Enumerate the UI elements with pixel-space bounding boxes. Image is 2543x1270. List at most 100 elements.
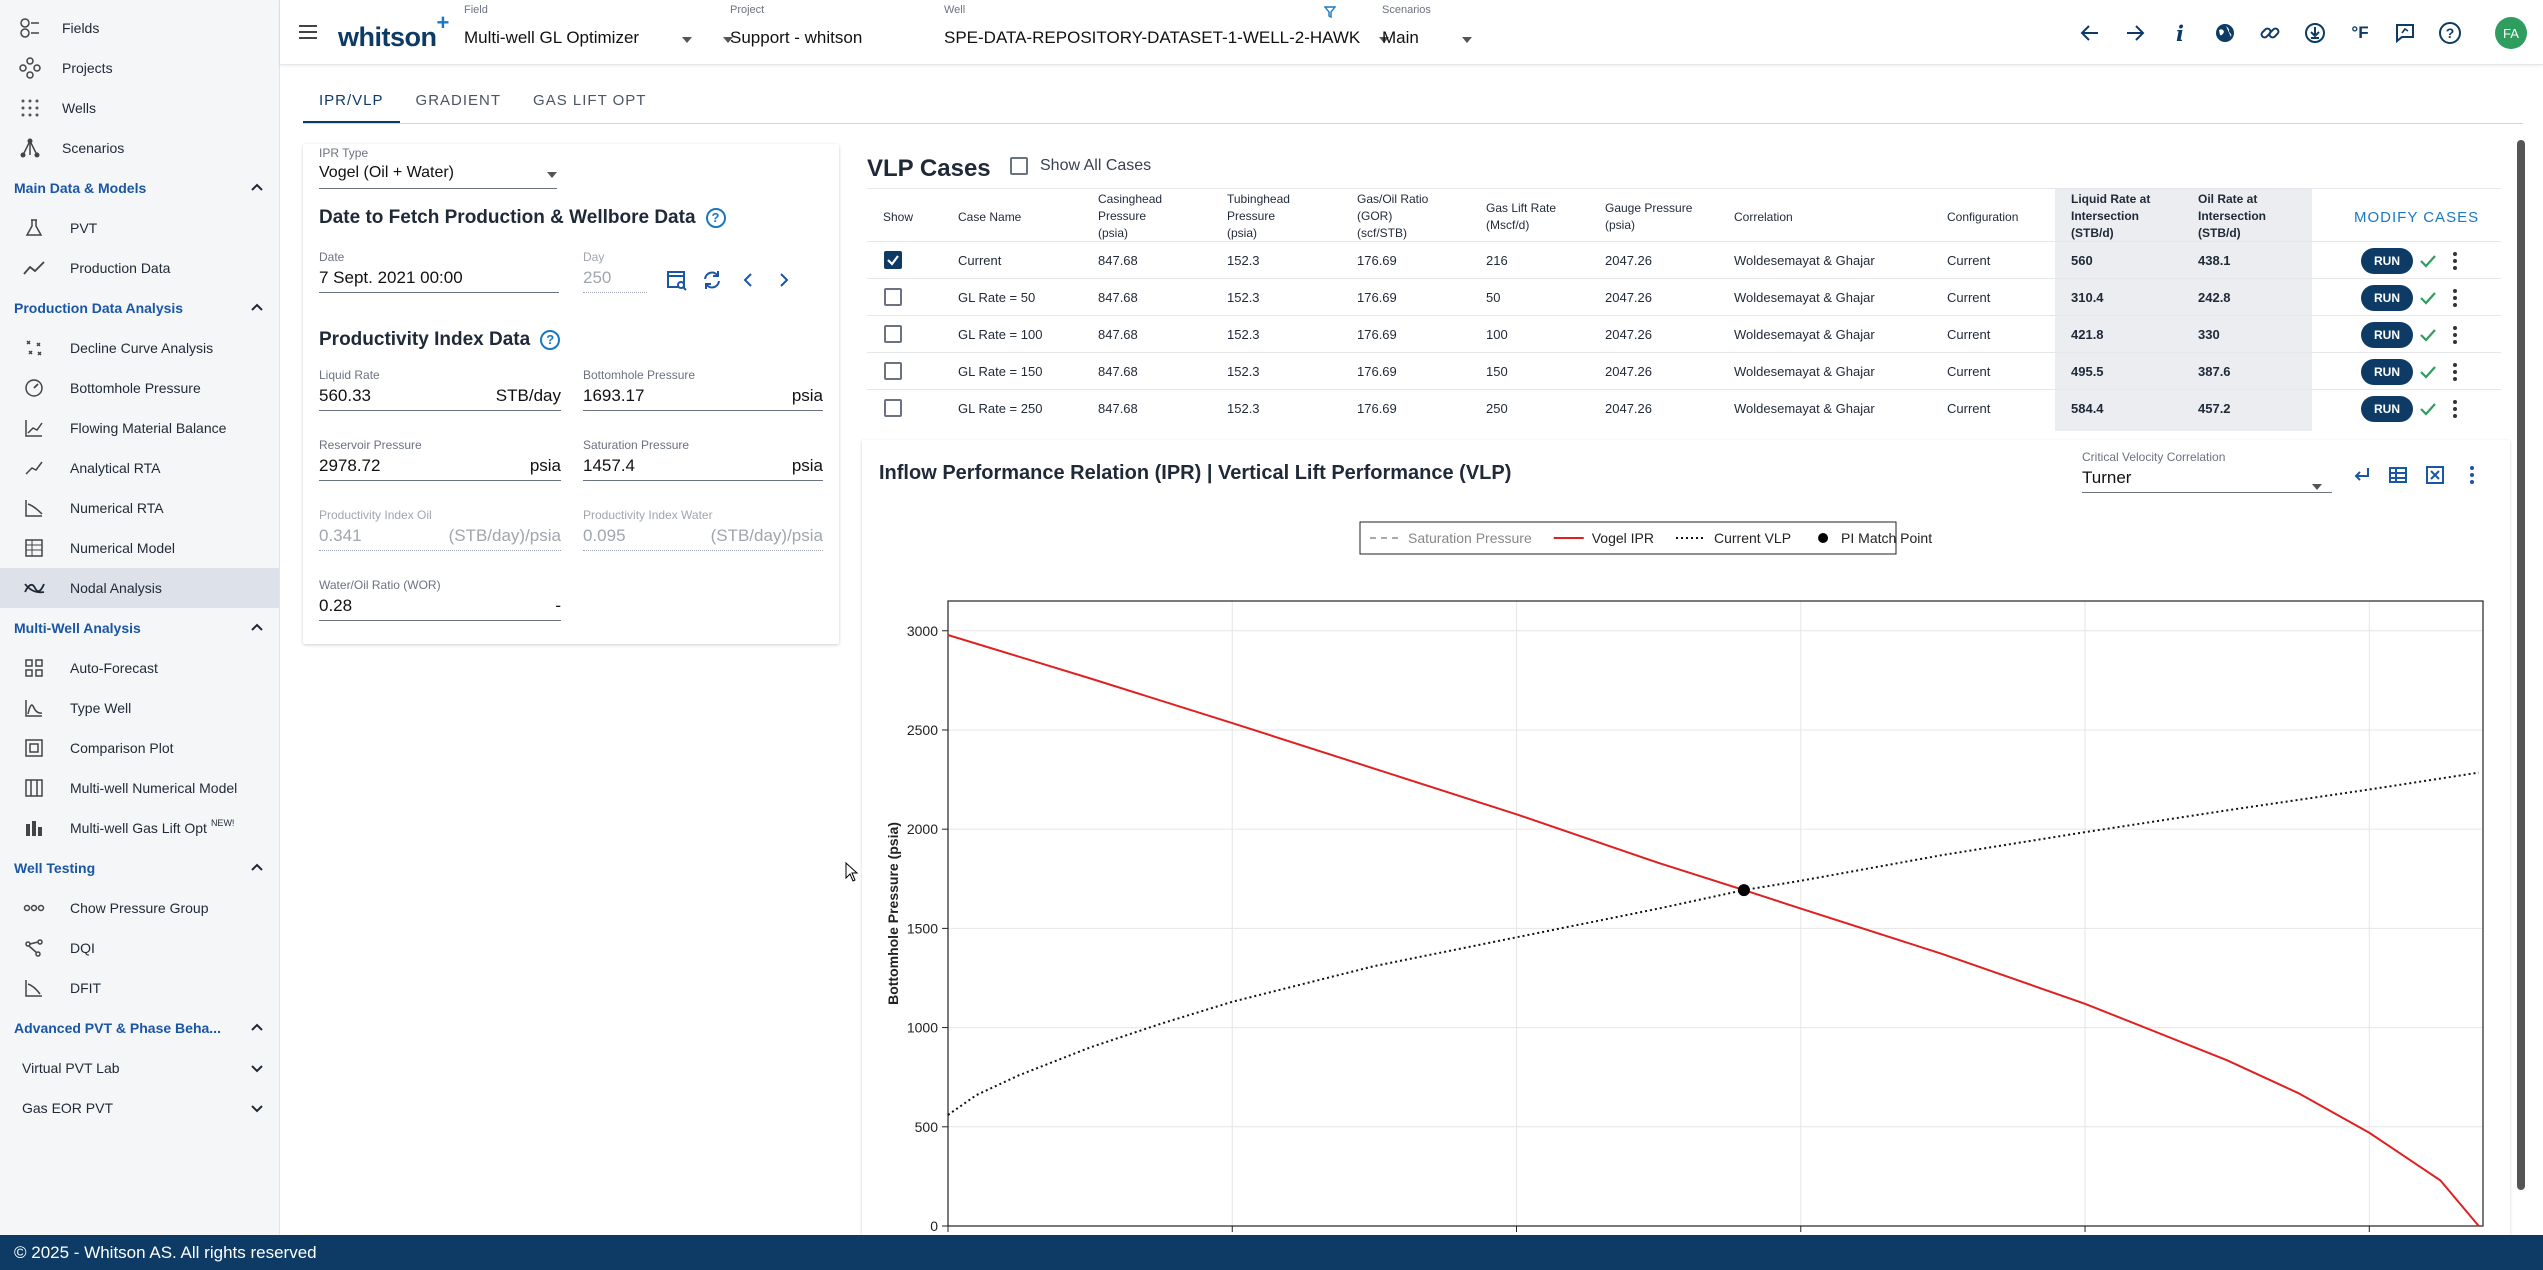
sidebar-item-type-well[interactable]: Type Well xyxy=(0,688,279,728)
field-select[interactable]: Field Multi-well GL Optimizer xyxy=(464,4,692,60)
more-vert-icon[interactable] xyxy=(2452,288,2458,308)
header-line: (psia) xyxy=(1227,226,1258,240)
help-icon[interactable]: ? xyxy=(705,207,726,228)
tab-ipr-vlp[interactable]: IPR/VLP xyxy=(303,80,400,124)
well-select[interactable]: Well SPE-DATA-REPOSITORY-DATASET-1-WELL-… xyxy=(944,4,1389,60)
help-icon[interactable]: ? xyxy=(2437,20,2463,46)
globe-icon[interactable] xyxy=(2212,20,2238,46)
sidebar-item-auto-forecast[interactable]: Auto-Forecast xyxy=(0,648,279,688)
calendar-search-icon[interactable] xyxy=(666,269,688,291)
section-main-data[interactable]: Main Data & Models xyxy=(0,168,279,208)
sidebar-item-production-data[interactable]: Production Data xyxy=(0,248,279,288)
more-vert-icon[interactable] xyxy=(2452,362,2458,382)
cell-case: GL Rate = 50 xyxy=(958,290,1036,305)
return-icon[interactable] xyxy=(2349,462,2375,488)
ipr-type-select[interactable]: IPR Type Vogel (Oil + Water) xyxy=(319,146,557,189)
section-well-testing[interactable]: Well Testing xyxy=(0,848,279,888)
cell-oil: 438.1 xyxy=(2198,253,2231,268)
sidebar-item-virtual-pvt-lab[interactable]: Virtual PVT Lab xyxy=(0,1048,279,1088)
bottomhole-pressure-field[interactable]: Bottomhole Pressure 1693.17 psia xyxy=(583,368,823,411)
run-button[interactable]: RUN xyxy=(2361,396,2413,422)
fahrenheit-icon[interactable]: °F xyxy=(2351,23,2369,42)
sidebar-item-nodal-analysis[interactable]: Nodal Analysis xyxy=(0,568,279,608)
run-button[interactable]: RUN xyxy=(2361,322,2413,348)
menu-icon[interactable] xyxy=(296,20,320,44)
cvc-label: Critical Velocity Correlation xyxy=(2082,450,2226,464)
tab-gas-lift-opt[interactable]: GAS LIFT OPT xyxy=(533,92,647,109)
sidebar-item-decline-curve-analysis[interactable]: Decline Curve Analysis xyxy=(0,328,279,368)
run-button[interactable]: RUN xyxy=(2361,248,2413,274)
row-show-checkbox[interactable] xyxy=(884,362,902,380)
sidebar-item-gas-eor-pvt[interactable]: Gas EOR PVT xyxy=(0,1088,279,1128)
area-chart-icon xyxy=(22,496,46,520)
checkbox[interactable] xyxy=(1010,157,1028,175)
sidebar-item-fields[interactable]: Fields xyxy=(0,8,279,48)
arrow-left-icon[interactable] xyxy=(2077,20,2103,46)
row-show-checkbox[interactable] xyxy=(884,251,902,269)
tab-gradient[interactable]: GRADIENT xyxy=(415,92,502,109)
cell-oil: 387.6 xyxy=(2198,364,2231,379)
sidebar-item-multi-well-gas-lift-opt[interactable]: Multi-well Gas Lift Opt NEW! xyxy=(0,808,279,848)
sidebar-item-numerical-model[interactable]: Numerical Model xyxy=(0,528,279,568)
feedback-icon[interactable] xyxy=(2392,20,2418,46)
scenario-select[interactable]: Scenarios Main xyxy=(1382,4,1472,60)
link-icon[interactable] xyxy=(2257,20,2283,46)
header-line: Intersection xyxy=(2198,209,2267,223)
critical-velocity-select[interactable]: Critical Velocity Correlation Turner xyxy=(2082,450,2332,502)
sidebar-item-numerical-rta[interactable]: Numerical RTA xyxy=(0,488,279,528)
help-icon[interactable]: ? xyxy=(540,329,561,350)
sidebar-item-pvt[interactable]: PVT xyxy=(0,208,279,248)
chevron-right-icon[interactable] xyxy=(777,272,791,288)
more-vert-icon[interactable] xyxy=(2459,462,2485,488)
scrollbar[interactable] xyxy=(2517,140,2525,1190)
section-production-data-analysis[interactable]: Production Data Analysis xyxy=(0,288,279,328)
ipr-vlp-chart[interactable]: 0200400600800100005001000150020002500300… xyxy=(862,520,2510,1235)
sidebar-item-wells[interactable]: Wells xyxy=(0,88,279,128)
refresh-icon[interactable] xyxy=(701,269,723,291)
chevron-up-icon xyxy=(251,863,263,871)
download-icon[interactable] xyxy=(2302,20,2328,46)
sidebar-item-chow-pressure-group[interactable]: Chow Pressure Group xyxy=(0,888,279,928)
reservoir-pressure-field[interactable]: Reservoir Pressure 2978.72 psia xyxy=(319,438,561,481)
sidebar-item-projects[interactable]: Projects xyxy=(0,48,279,88)
more-vert-icon[interactable] xyxy=(2452,325,2458,345)
saturation-pressure-label: Saturation Pressure xyxy=(583,438,690,452)
run-button[interactable]: RUN xyxy=(2361,359,2413,385)
field-label: Field xyxy=(464,4,488,16)
more-vert-icon[interactable] xyxy=(2452,399,2458,419)
info-icon[interactable]: i xyxy=(2176,20,2184,46)
fit-screen-icon[interactable] xyxy=(2422,462,2448,488)
saturation-pressure-field[interactable]: Saturation Pressure 1457.4 psia xyxy=(583,438,823,481)
sidebar-item-comparison-plot[interactable]: Comparison Plot xyxy=(0,728,279,768)
modify-cases-button[interactable]: MODIFY CASES xyxy=(2354,209,2480,226)
sidebar-item-analytical-rta[interactable]: Analytical RTA xyxy=(0,448,279,488)
date-field[interactable]: Date 7 Sept. 2021 00:00 xyxy=(319,250,559,293)
avatar[interactable]: FA xyxy=(2495,17,2527,49)
sidebar-item-flowing-material-balance[interactable]: Flowing Material Balance xyxy=(0,408,279,448)
sidebar-item-dqi[interactable]: DQI xyxy=(0,928,279,968)
row-show-checkbox[interactable] xyxy=(884,325,902,343)
row-show-checkbox[interactable] xyxy=(884,288,902,306)
row-divider xyxy=(867,389,2501,390)
sidebar-item-scenarios[interactable]: Scenarios xyxy=(0,128,279,168)
more-vert-icon[interactable] xyxy=(2452,251,2458,271)
section-multi-well-analysis[interactable]: Multi-Well Analysis xyxy=(0,608,279,648)
row-show-checkbox[interactable] xyxy=(884,399,902,417)
sidebar-item-dfit[interactable]: DFIT xyxy=(0,968,279,1008)
show-all-cases-checkbox[interactable]: Show All Cases xyxy=(1010,157,1151,175)
project-select[interactable]: Project Support - whitson xyxy=(723,4,1185,60)
filter-icon[interactable] xyxy=(1324,6,1336,18)
run-button[interactable]: RUN xyxy=(2361,285,2413,311)
sidebar-item-bottomhole-pressure[interactable]: Bottomhole Pressure xyxy=(0,368,279,408)
col-header-configuration: Configuration xyxy=(1947,210,2019,224)
chevron-up-icon xyxy=(251,623,263,631)
liquid-rate-field[interactable]: Liquid Rate 560.33 STB/day xyxy=(319,368,561,411)
sidebar: Fields Projects Wells Scenarios Main Dat… xyxy=(0,0,280,1235)
chevron-left-icon[interactable] xyxy=(741,272,755,288)
section-advanced-pvt[interactable]: Advanced PVT & Phase Beha... xyxy=(0,1008,279,1048)
arrow-right-icon[interactable] xyxy=(2122,20,2148,46)
wor-field[interactable]: Water/Oil Ratio (WOR) 0.28 - xyxy=(319,578,561,621)
sidebar-item-multi-well-numerical-model[interactable]: Multi-well Numerical Model xyxy=(0,768,279,808)
table-icon[interactable] xyxy=(2385,462,2411,488)
vlp-cases-table: Show Case Name Casinghead Pressure (psia) … xyxy=(867,188,2501,431)
